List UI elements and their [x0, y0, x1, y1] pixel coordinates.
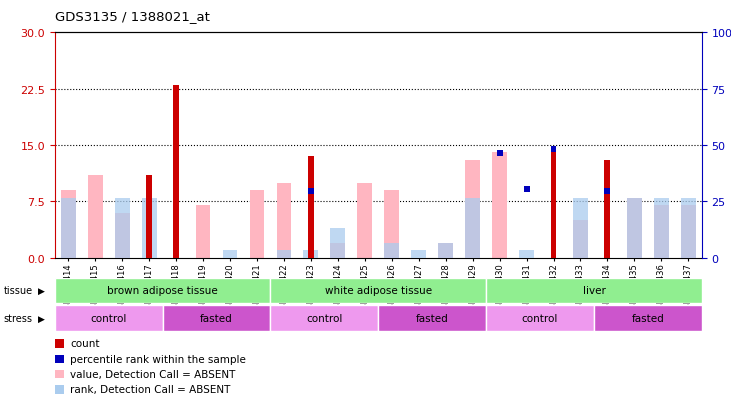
Bar: [385, 191, 399, 258]
Text: white adipose tissue: white adipose tissue: [325, 286, 432, 296]
Text: percentile rank within the sample: percentile rank within the sample: [70, 354, 246, 364]
Bar: [385, 243, 399, 258]
Bar: [61, 198, 76, 258]
Bar: [605, 188, 610, 195]
Bar: [115, 198, 129, 258]
Bar: [519, 251, 534, 258]
Bar: [654, 198, 669, 258]
Bar: [270, 278, 486, 304]
Text: control: control: [91, 313, 127, 323]
Bar: [249, 191, 265, 258]
Text: stress: stress: [4, 313, 33, 323]
Bar: [654, 206, 669, 258]
Text: fasted: fasted: [416, 313, 449, 323]
Bar: [523, 186, 529, 192]
Bar: [196, 206, 211, 258]
Bar: [308, 188, 314, 195]
Text: ▶: ▶: [38, 314, 45, 323]
Text: value, Detection Call = ABSENT: value, Detection Call = ABSENT: [70, 369, 235, 379]
Bar: [605, 161, 610, 258]
Bar: [486, 278, 702, 304]
Bar: [330, 228, 345, 258]
Bar: [486, 306, 594, 331]
Text: tissue: tissue: [4, 286, 33, 296]
Bar: [550, 150, 556, 258]
Bar: [88, 176, 102, 258]
Text: control: control: [306, 313, 343, 323]
Bar: [270, 306, 379, 331]
Bar: [173, 85, 179, 258]
Bar: [439, 243, 453, 258]
Bar: [61, 191, 76, 258]
Text: brown adipose tissue: brown adipose tissue: [107, 286, 218, 296]
Text: GDS3135 / 1388021_at: GDS3135 / 1388021_at: [55, 10, 210, 23]
Bar: [465, 161, 480, 258]
Bar: [465, 198, 480, 258]
Bar: [492, 153, 507, 258]
Bar: [115, 213, 129, 258]
Bar: [379, 306, 486, 331]
Bar: [357, 183, 372, 258]
Bar: [142, 198, 156, 258]
Bar: [330, 243, 345, 258]
Bar: [162, 306, 270, 331]
Bar: [146, 176, 152, 258]
Bar: [55, 306, 162, 331]
Text: rank, Detection Call = ABSENT: rank, Detection Call = ABSENT: [70, 385, 230, 394]
Bar: [594, 306, 702, 331]
Bar: [276, 251, 292, 258]
Bar: [627, 198, 642, 258]
Bar: [573, 198, 588, 258]
Bar: [681, 198, 696, 258]
Bar: [627, 198, 642, 258]
Text: ▶: ▶: [38, 286, 45, 295]
Bar: [681, 206, 696, 258]
Bar: [496, 151, 502, 157]
Text: fasted: fasted: [200, 313, 233, 323]
Bar: [223, 251, 238, 258]
Bar: [550, 147, 556, 153]
Bar: [276, 183, 292, 258]
Bar: [55, 278, 270, 304]
Bar: [412, 251, 426, 258]
Bar: [573, 221, 588, 258]
Bar: [303, 251, 318, 258]
Text: liver: liver: [583, 286, 605, 296]
Text: count: count: [70, 339, 99, 349]
Bar: [308, 157, 314, 258]
Text: control: control: [522, 313, 558, 323]
Bar: [439, 243, 453, 258]
Text: fasted: fasted: [632, 313, 664, 323]
